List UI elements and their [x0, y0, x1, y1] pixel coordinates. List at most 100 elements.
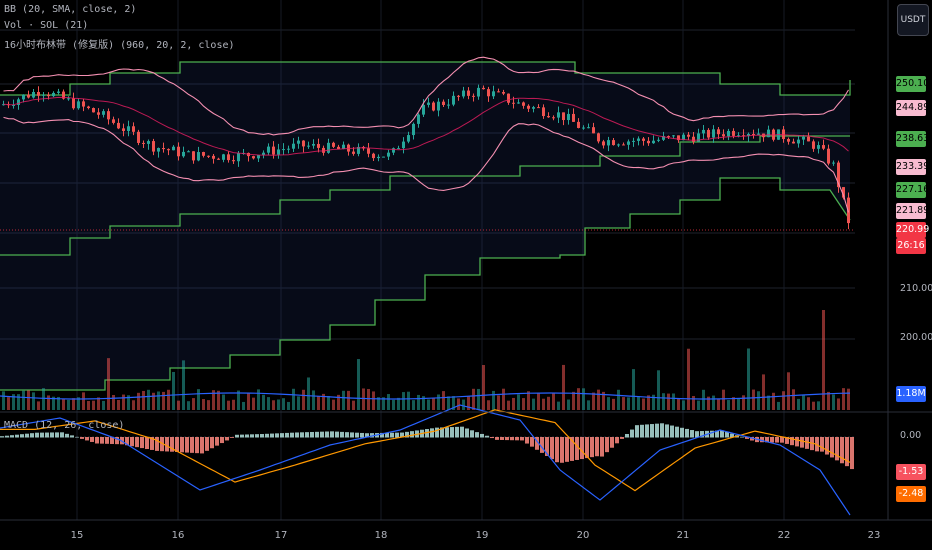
- macd-histogram-bar: [310, 431, 314, 438]
- macd-line: [0, 404, 851, 516]
- volume-bar: [2, 391, 5, 410]
- macd-histogram-bar: [195, 437, 199, 454]
- candle-body: [612, 140, 615, 146]
- macd-histogram-bar: [795, 437, 799, 447]
- volume-bar: [162, 391, 165, 410]
- macd-histogram-bar: [440, 427, 444, 438]
- candle-body: [312, 143, 315, 146]
- macd-histogram-bar: [490, 437, 494, 439]
- macd-histogram-bar: [700, 431, 704, 438]
- countdown-tag: 26:16: [896, 238, 926, 254]
- candle-body: [477, 87, 480, 97]
- volume-bar: [847, 388, 850, 410]
- macd-histogram-bar: [480, 433, 484, 438]
- volume-bar: [827, 391, 830, 410]
- x-tick-label: 21: [676, 530, 690, 541]
- candle-body: [637, 138, 640, 141]
- candle-body: [402, 141, 405, 149]
- candle-body: [367, 148, 370, 154]
- volume-bar: [552, 393, 555, 410]
- volume-bar: [157, 391, 160, 410]
- macd-histogram-bar: [65, 433, 69, 438]
- candle-body: [97, 112, 100, 115]
- macd-histogram-bar: [50, 432, 54, 438]
- macd-histogram-bar: [505, 437, 509, 441]
- macd-histogram-bar: [215, 437, 219, 446]
- macd-histogram-bar: [435, 427, 439, 438]
- macd-histogram-bar: [55, 432, 59, 438]
- candle-body: [472, 95, 475, 97]
- candle-body: [642, 138, 645, 141]
- macd-histogram-bar: [430, 428, 434, 438]
- volume-bar: [87, 401, 90, 410]
- candle-body: [702, 129, 705, 134]
- volume-bar: [107, 358, 110, 410]
- candle-body: [52, 92, 55, 97]
- volume-bar: [37, 401, 40, 410]
- macd-histogram-bar: [95, 437, 99, 444]
- candle-body: [82, 101, 85, 107]
- candle-body: [737, 135, 740, 137]
- volume-bar: [632, 369, 635, 410]
- volume-bar: [402, 392, 405, 410]
- volume-bar: [352, 400, 355, 410]
- macd-histogram-bar: [295, 432, 299, 438]
- macd-histogram-bar: [590, 437, 594, 458]
- macd-histogram-bar: [405, 431, 409, 438]
- candle-body: [827, 148, 830, 164]
- candle-body: [442, 101, 445, 105]
- volume-bar: [842, 388, 845, 410]
- volume-bar: [462, 399, 465, 410]
- volume-bar: [752, 389, 755, 410]
- candle-body: [292, 143, 295, 149]
- volume-bar: [117, 399, 120, 410]
- currency-button[interactable]: USDT: [897, 4, 929, 36]
- macd-histogram-bar: [360, 432, 364, 438]
- bb16h-middle-line: [0, 135, 850, 256]
- candle-body: [102, 111, 105, 115]
- volume-bar: [662, 393, 665, 410]
- volume-bar: [167, 389, 170, 410]
- price-tag-bb-mid: 233.39: [896, 159, 929, 175]
- candle-body: [327, 142, 330, 153]
- volume-bar: [407, 391, 410, 410]
- candle-body: [812, 141, 815, 149]
- volume-bar: [652, 394, 655, 410]
- candle-body: [377, 156, 380, 159]
- volume-bar: [57, 396, 60, 410]
- macd-histogram-bar: [765, 437, 769, 443]
- volume-bar: [682, 400, 685, 410]
- volume-bar: [822, 310, 825, 410]
- candle-body: [832, 162, 835, 164]
- candle-body: [407, 135, 410, 142]
- volume-bar: [52, 396, 55, 410]
- macd-histogram-bar: [825, 437, 829, 455]
- volume-bar: [17, 394, 20, 410]
- candle-body: [397, 148, 400, 150]
- candle-body: [822, 145, 825, 149]
- volume-bar: [127, 395, 130, 410]
- candle-body: [717, 129, 720, 135]
- price-tag-bb-upper: 244.89: [896, 100, 929, 116]
- candle-body: [647, 140, 650, 144]
- volume-bar: [532, 398, 535, 410]
- macd-histogram-bar: [645, 424, 649, 438]
- volume-bar: [782, 391, 785, 410]
- volume-bar: [732, 397, 735, 410]
- macd-histogram-bar: [805, 437, 809, 449]
- macd-histogram-bar: [350, 432, 354, 438]
- macd-histogram-bar: [145, 437, 149, 450]
- volume-bar: [337, 394, 340, 410]
- macd-histogram-bar: [560, 437, 564, 463]
- volume-bar: [742, 395, 745, 410]
- volume-bar: [172, 371, 175, 410]
- price-tag-bb16h-lower: 227.16: [896, 182, 929, 198]
- candle-body: [657, 139, 660, 141]
- candle-body: [497, 91, 500, 93]
- volume-bar: [627, 397, 630, 410]
- candle-body: [817, 145, 820, 149]
- macd-histogram-bar: [635, 425, 639, 438]
- volume-tag: 1.18M: [896, 386, 926, 402]
- candle-body: [267, 146, 270, 153]
